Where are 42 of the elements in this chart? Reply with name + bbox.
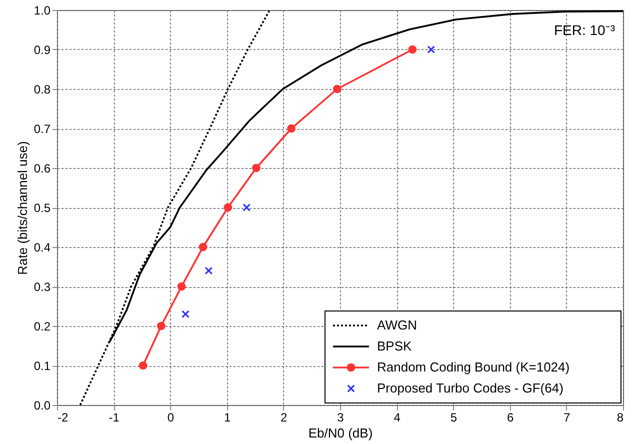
x-tick-label: 3 <box>337 410 344 424</box>
x-tick-label: -2 <box>58 410 68 424</box>
y-tick-label: 0.3 <box>34 280 51 294</box>
point <box>198 242 208 252</box>
point <box>138 361 148 370</box>
x-tick-label: 2 <box>280 410 288 424</box>
point <box>332 84 342 94</box>
point <box>204 266 213 275</box>
annotation: FER: 10⁻³ <box>554 22 616 38</box>
x-tick-label: 4 <box>394 410 401 424</box>
legend-label: Proposed Turbo Codes - GF(64) <box>377 380 564 396</box>
point <box>242 204 251 212</box>
y-tick-label: 0.9 <box>34 43 51 57</box>
point <box>427 46 436 54</box>
x-axis-title: Eb/N0 (dB) <box>308 426 373 440</box>
point <box>182 310 190 318</box>
y-tick-label: 0.1 <box>34 359 51 373</box>
y-tick-label: 0.5 <box>34 201 51 215</box>
point <box>224 203 232 212</box>
x-tick-label: 8 <box>616 410 624 424</box>
y-tick-label: 0.0 <box>34 398 51 412</box>
point <box>177 282 186 291</box>
x-tick-label: -1 <box>108 410 120 424</box>
point <box>252 164 260 172</box>
y-tick-label: 0.8 <box>34 82 51 96</box>
point <box>408 45 417 54</box>
legend-label: BPSK <box>377 338 412 354</box>
x-tick-label: 7 <box>564 410 571 424</box>
x-tick-label: 5 <box>450 410 458 424</box>
y-tick-label: 0.6 <box>34 162 51 176</box>
y-tick-label: 0.7 <box>34 122 51 136</box>
x-tick-label: 1 <box>224 410 231 424</box>
x-tick-label: 6 <box>506 410 514 424</box>
point <box>287 124 296 133</box>
legend-label: Random Coding Bound (K=1024) <box>377 360 570 374</box>
point <box>156 322 166 330</box>
legend-label: AWGN <box>377 318 417 332</box>
y-tick-label: 0.4 <box>34 240 51 254</box>
y-axis-title: Rate (bits/channel use) <box>14 141 30 275</box>
x-tick-label: 0 <box>167 410 174 424</box>
y-tick-label: 1.0 <box>34 4 51 18</box>
y-tick-label: 0.2 <box>34 320 51 334</box>
